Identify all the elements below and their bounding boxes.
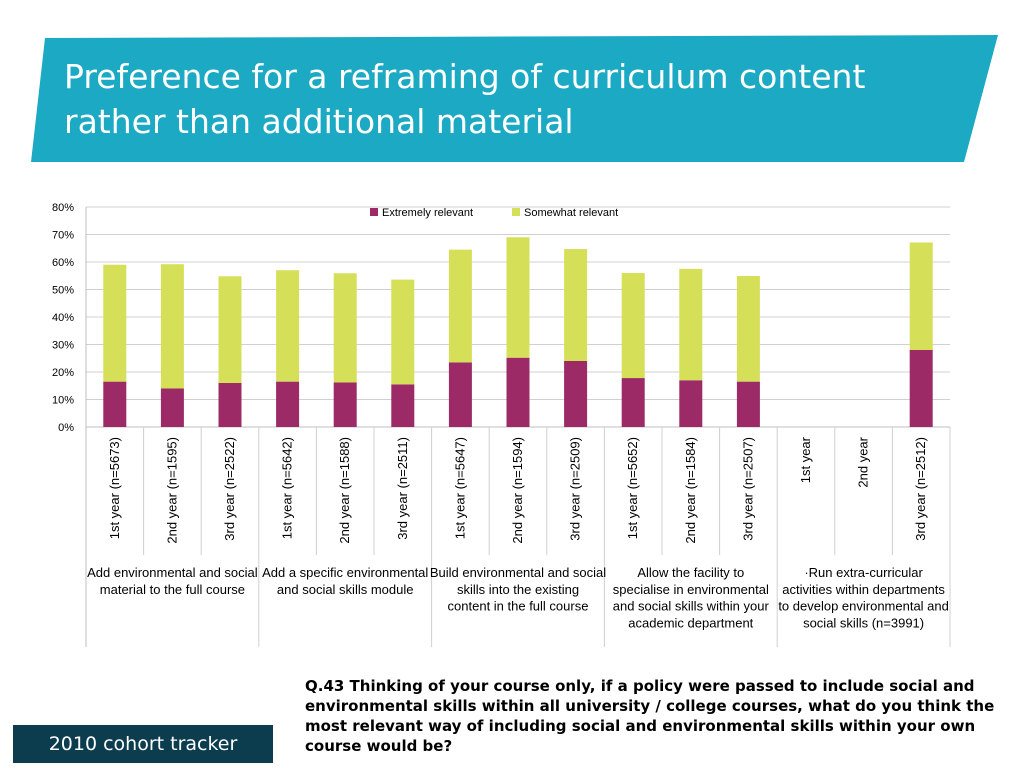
bar-somewhat-relevant [391, 279, 415, 385]
group-label: ·Run extra-curricular activities within d… [778, 565, 949, 630]
bar-extremely-relevant [391, 384, 415, 427]
y-tick-label: 10% [52, 395, 74, 407]
bar-extremely-relevant [621, 378, 645, 427]
y-tick-label: 60% [52, 257, 74, 269]
y-tick-label: 30% [52, 340, 74, 352]
y-tick-label: 20% [52, 367, 74, 379]
survey-question: Q.43 Thinking of your course only, if a … [305, 677, 995, 755]
category-label: 3rd year (n=2509) [568, 437, 583, 541]
y-tick-label: 40% [52, 312, 74, 324]
bar-extremely-relevant [333, 382, 357, 427]
bar-extremely-relevant [160, 388, 184, 427]
bar-extremely-relevant [679, 380, 703, 427]
bar-somewhat-relevant [448, 249, 472, 363]
y-tick-label: 50% [52, 285, 74, 297]
footer-label: 2010 cohort tracker [13, 725, 273, 763]
bar-extremely-relevant [448, 362, 472, 427]
bar-somewhat-relevant [333, 273, 357, 383]
category-label: 3rd year (n=2507) [740, 437, 755, 541]
bar-extremely-relevant [218, 383, 242, 427]
bar-somewhat-relevant [506, 237, 530, 358]
legend-label: Extremely relevant [382, 207, 473, 219]
legend-swatch [512, 208, 520, 216]
category-label: 1st year (n=5647) [452, 437, 467, 539]
category-label: 1st year [798, 436, 813, 483]
group-label: Add environmental and social material to … [87, 565, 258, 597]
bar-somewhat-relevant [276, 270, 300, 382]
page-title: Preference for a reframing of curriculum… [64, 57, 866, 141]
bar-somewhat-relevant [218, 276, 242, 383]
y-tick-label: 80% [52, 202, 74, 214]
bar-somewhat-relevant [909, 242, 933, 350]
y-tick-label: 0% [58, 422, 74, 434]
category-label: 1st year (n=5652) [625, 437, 640, 539]
y-tick-label: 70% [52, 230, 74, 242]
category-label: 1st year (n=5642) [280, 437, 295, 539]
title-banner-shape [31, 35, 998, 162]
bar-extremely-relevant [564, 361, 588, 427]
group-label: Build environmental and social skills int… [430, 565, 606, 614]
bar-somewhat-relevant [160, 264, 184, 389]
group-label: Add a specific environmental and social s… [262, 565, 428, 597]
category-label: 3rd year (n=2511) [395, 437, 410, 540]
bar-extremely-relevant [909, 350, 933, 427]
bar-somewhat-relevant [679, 268, 703, 381]
bar-somewhat-relevant [621, 273, 645, 379]
category-label: 3rd year (n=2522) [222, 437, 237, 541]
bar-somewhat-relevant [736, 276, 760, 382]
category-label: 2nd year (n=1584) [683, 437, 698, 544]
category-label: 2nd year [856, 436, 871, 487]
bar-somewhat-relevant [564, 249, 588, 361]
group-label: Allow the facility to specialise in envir… [613, 565, 770, 630]
bar-extremely-relevant [276, 381, 300, 427]
bar-extremely-relevant [506, 357, 530, 427]
legend-swatch [370, 208, 378, 216]
bar-somewhat-relevant [103, 264, 127, 382]
category-label: 2nd year (n=1595) [164, 437, 179, 544]
stacked-bar-chart: 0% 10% 20% 30% 40% 50% 60% 70% 80% 1st year (n=56… [52, 202, 951, 647]
category-label: 2nd year (n=1588) [337, 437, 352, 544]
bar-extremely-relevant [736, 381, 760, 427]
category-label: 1st year (n=5673) [107, 437, 122, 539]
legend-label: Somewhat relevant [524, 207, 618, 219]
category-label: 3rd year (n=2512) [913, 437, 928, 541]
bar-extremely-relevant [103, 381, 127, 427]
category-label: 2nd year (n=1594) [510, 437, 525, 544]
title-banner [31, 35, 998, 162]
